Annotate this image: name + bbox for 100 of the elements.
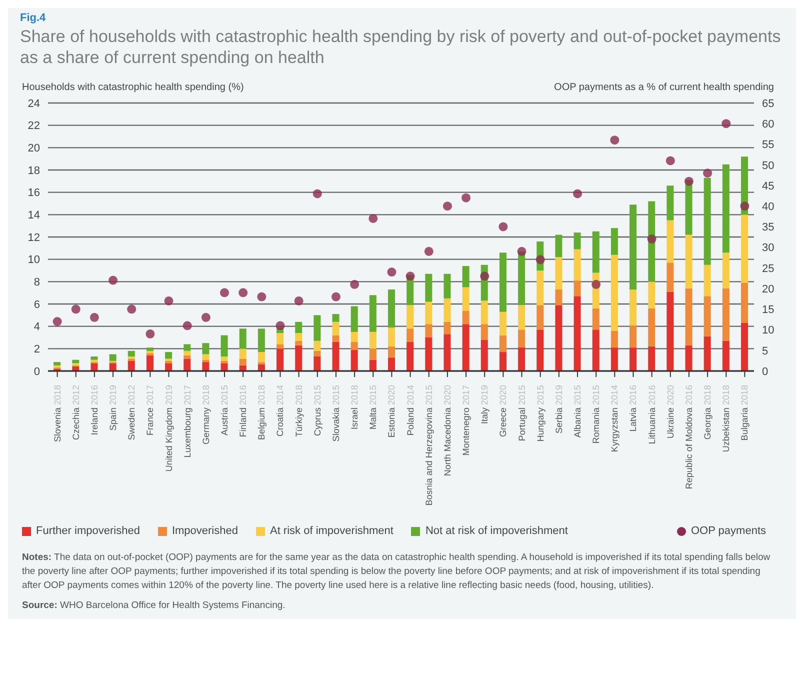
bar	[555, 234, 562, 258]
bar	[314, 350, 321, 356]
legend-label: OOP payments	[691, 525, 766, 537]
bar	[480, 340, 488, 371]
y2-tick-label: 65	[762, 98, 774, 110]
source-note: Source: WHO Barcelona Office for Health Systems Financing.	[22, 600, 286, 611]
x-tick-label: Malta 2015	[368, 385, 378, 430]
bar	[666, 220, 674, 263]
point	[201, 312, 210, 322]
bar	[369, 332, 376, 349]
x-tick-label: Germany 2018	[200, 385, 211, 445]
x-tick-label: Portugal 2015	[516, 385, 527, 442]
bar	[444, 334, 451, 371]
x-tick-label: Slovakia 2015	[330, 385, 341, 442]
bar	[239, 358, 246, 366]
bar	[220, 363, 228, 371]
bar	[666, 292, 674, 371]
bar	[276, 344, 284, 349]
bar	[685, 288, 692, 346]
bar	[332, 335, 340, 342]
bar	[592, 330, 600, 371]
bar	[555, 257, 562, 290]
bar	[499, 335, 506, 352]
bar	[295, 345, 302, 371]
legend-label: Impoverished	[172, 525, 238, 537]
x-tick-label: Austria 2015	[220, 385, 230, 436]
x-tick-label: United Kingdom 2019	[164, 385, 174, 472]
x-tick-label: Uzbekistan 2018	[721, 385, 732, 452]
x-tick-label: Türkiye 2018	[294, 385, 304, 438]
bar	[109, 354, 116, 361]
y-tick-label: 6	[34, 298, 40, 311]
bar	[518, 348, 526, 371]
point	[238, 288, 248, 298]
point	[703, 168, 712, 178]
point	[52, 317, 62, 326]
bar	[202, 343, 210, 354]
bar	[350, 342, 358, 350]
bar	[740, 282, 748, 323]
x-tick-label: Montenegro 2017	[461, 385, 472, 456]
bar	[592, 231, 600, 273]
bar	[295, 322, 302, 334]
point	[331, 292, 340, 302]
bar	[72, 366, 80, 371]
bar	[722, 288, 730, 341]
x-tick-label: Lithuania 2016	[646, 385, 657, 444]
bar	[630, 348, 637, 371]
point	[90, 312, 99, 322]
bar	[109, 363, 116, 371]
bar	[685, 345, 692, 371]
point	[108, 276, 118, 285]
bar	[462, 266, 470, 288]
bar	[740, 322, 748, 371]
y2-tick-label: 25	[762, 262, 774, 275]
y-axis-title: Households with catastrophic health spending (%)	[22, 82, 244, 93]
bar	[444, 298, 451, 322]
bar	[332, 322, 340, 336]
point	[257, 292, 266, 302]
bar	[239, 328, 246, 349]
bar	[536, 330, 544, 371]
bar	[574, 249, 581, 281]
bar	[499, 312, 506, 336]
bar	[406, 328, 414, 342]
y2-tick-label: 20	[762, 283, 774, 296]
bar	[444, 322, 451, 334]
bar	[388, 327, 395, 346]
x-tick-label: France 2017	[145, 385, 156, 436]
bar	[165, 352, 172, 359]
bar	[574, 280, 581, 296]
x-tick-label: Bosnia and Herzegovina 2015	[424, 385, 434, 506]
bar	[128, 360, 135, 371]
bar	[388, 289, 395, 328]
point	[740, 202, 750, 211]
x-tick-label: Albania 2015	[572, 385, 582, 438]
bar	[184, 344, 191, 351]
y-tick-label: 14	[28, 210, 40, 222]
y-tick-label: 12	[28, 232, 40, 244]
point	[294, 296, 304, 306]
point	[182, 321, 192, 330]
x-tick-label: North Macedonia 2020	[442, 385, 452, 476]
bar	[648, 201, 656, 282]
bar	[610, 228, 618, 255]
bar	[574, 296, 581, 371]
point	[220, 288, 229, 298]
y-tick-label: 4	[34, 321, 40, 334]
point	[146, 329, 155, 338]
bar	[202, 354, 210, 360]
y-tick-label: 16	[28, 187, 40, 200]
chart-subtitle: Fig.4	[19, 11, 47, 24]
bar	[258, 352, 265, 362]
legend-label: At risk of impoverishment	[270, 525, 394, 537]
bar	[610, 330, 618, 348]
bar	[666, 186, 674, 220]
point	[387, 268, 396, 277]
x-tick-label: Poland 2014	[405, 385, 416, 436]
x-tick-label: Hungary 2015	[535, 385, 546, 442]
bar	[90, 363, 98, 371]
point	[592, 280, 601, 289]
y2-tick-label: 0	[762, 366, 768, 378]
point	[610, 136, 620, 145]
bar	[146, 355, 154, 371]
